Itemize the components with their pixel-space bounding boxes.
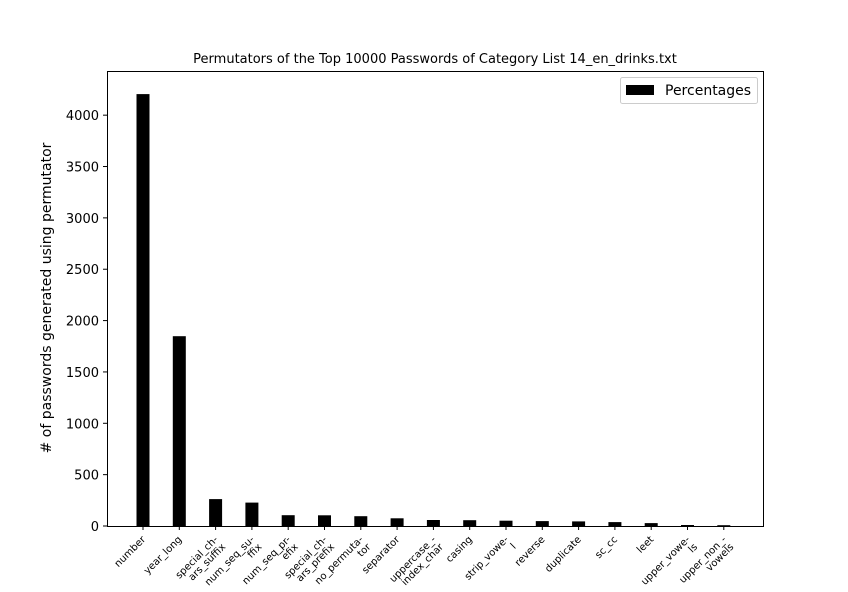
y-axis-label: # of passwords generated using permutato… — [39, 142, 55, 453]
bar-5 — [318, 515, 331, 526]
bar-8 — [426, 520, 440, 526]
bar-9 — [463, 520, 477, 526]
chart-title: Permutators of the Top 10000 Passwords o… — [193, 52, 677, 67]
bar-4 — [281, 515, 295, 526]
bar-6 — [354, 516, 368, 526]
bar-0 — [136, 94, 150, 526]
legend-box — [620, 77, 758, 104]
y-tick-label-5: 2500 — [66, 263, 99, 278]
y-tick-label-7: 3500 — [66, 161, 99, 176]
bar-1 — [172, 336, 186, 526]
y-tick-label-4: 2000 — [66, 315, 99, 330]
y-tick-label-2: 1000 — [66, 417, 99, 432]
y-tick-label-3: 1500 — [66, 366, 99, 381]
bars-group — [136, 94, 731, 526]
bar-7 — [390, 518, 404, 526]
legend-entry-percentages: Percentages — [665, 83, 751, 99]
y-tick-label-8: 4000 — [66, 109, 99, 124]
bar-11 — [535, 521, 549, 526]
bar-14 — [644, 523, 658, 526]
bar-12 — [572, 521, 586, 526]
legend: Percentages — [620, 77, 758, 104]
legend-swatch — [626, 85, 654, 95]
plot-area-frame — [107, 71, 764, 527]
y-tick-label-1: 500 — [74, 469, 99, 484]
bar-10 — [499, 520, 513, 526]
y-tick-label-6: 3000 — [66, 212, 99, 227]
bar-2 — [209, 499, 223, 526]
bar-15 — [681, 525, 694, 526]
bar-16 — [717, 525, 731, 526]
y-ticks-group: 0 500 1000 1500 2000 2500 3000 3500 4000 — [66, 109, 107, 535]
bar-13 — [608, 522, 622, 526]
y-tick-label-0: 0 — [91, 520, 99, 535]
bar-3 — [245, 502, 259, 526]
